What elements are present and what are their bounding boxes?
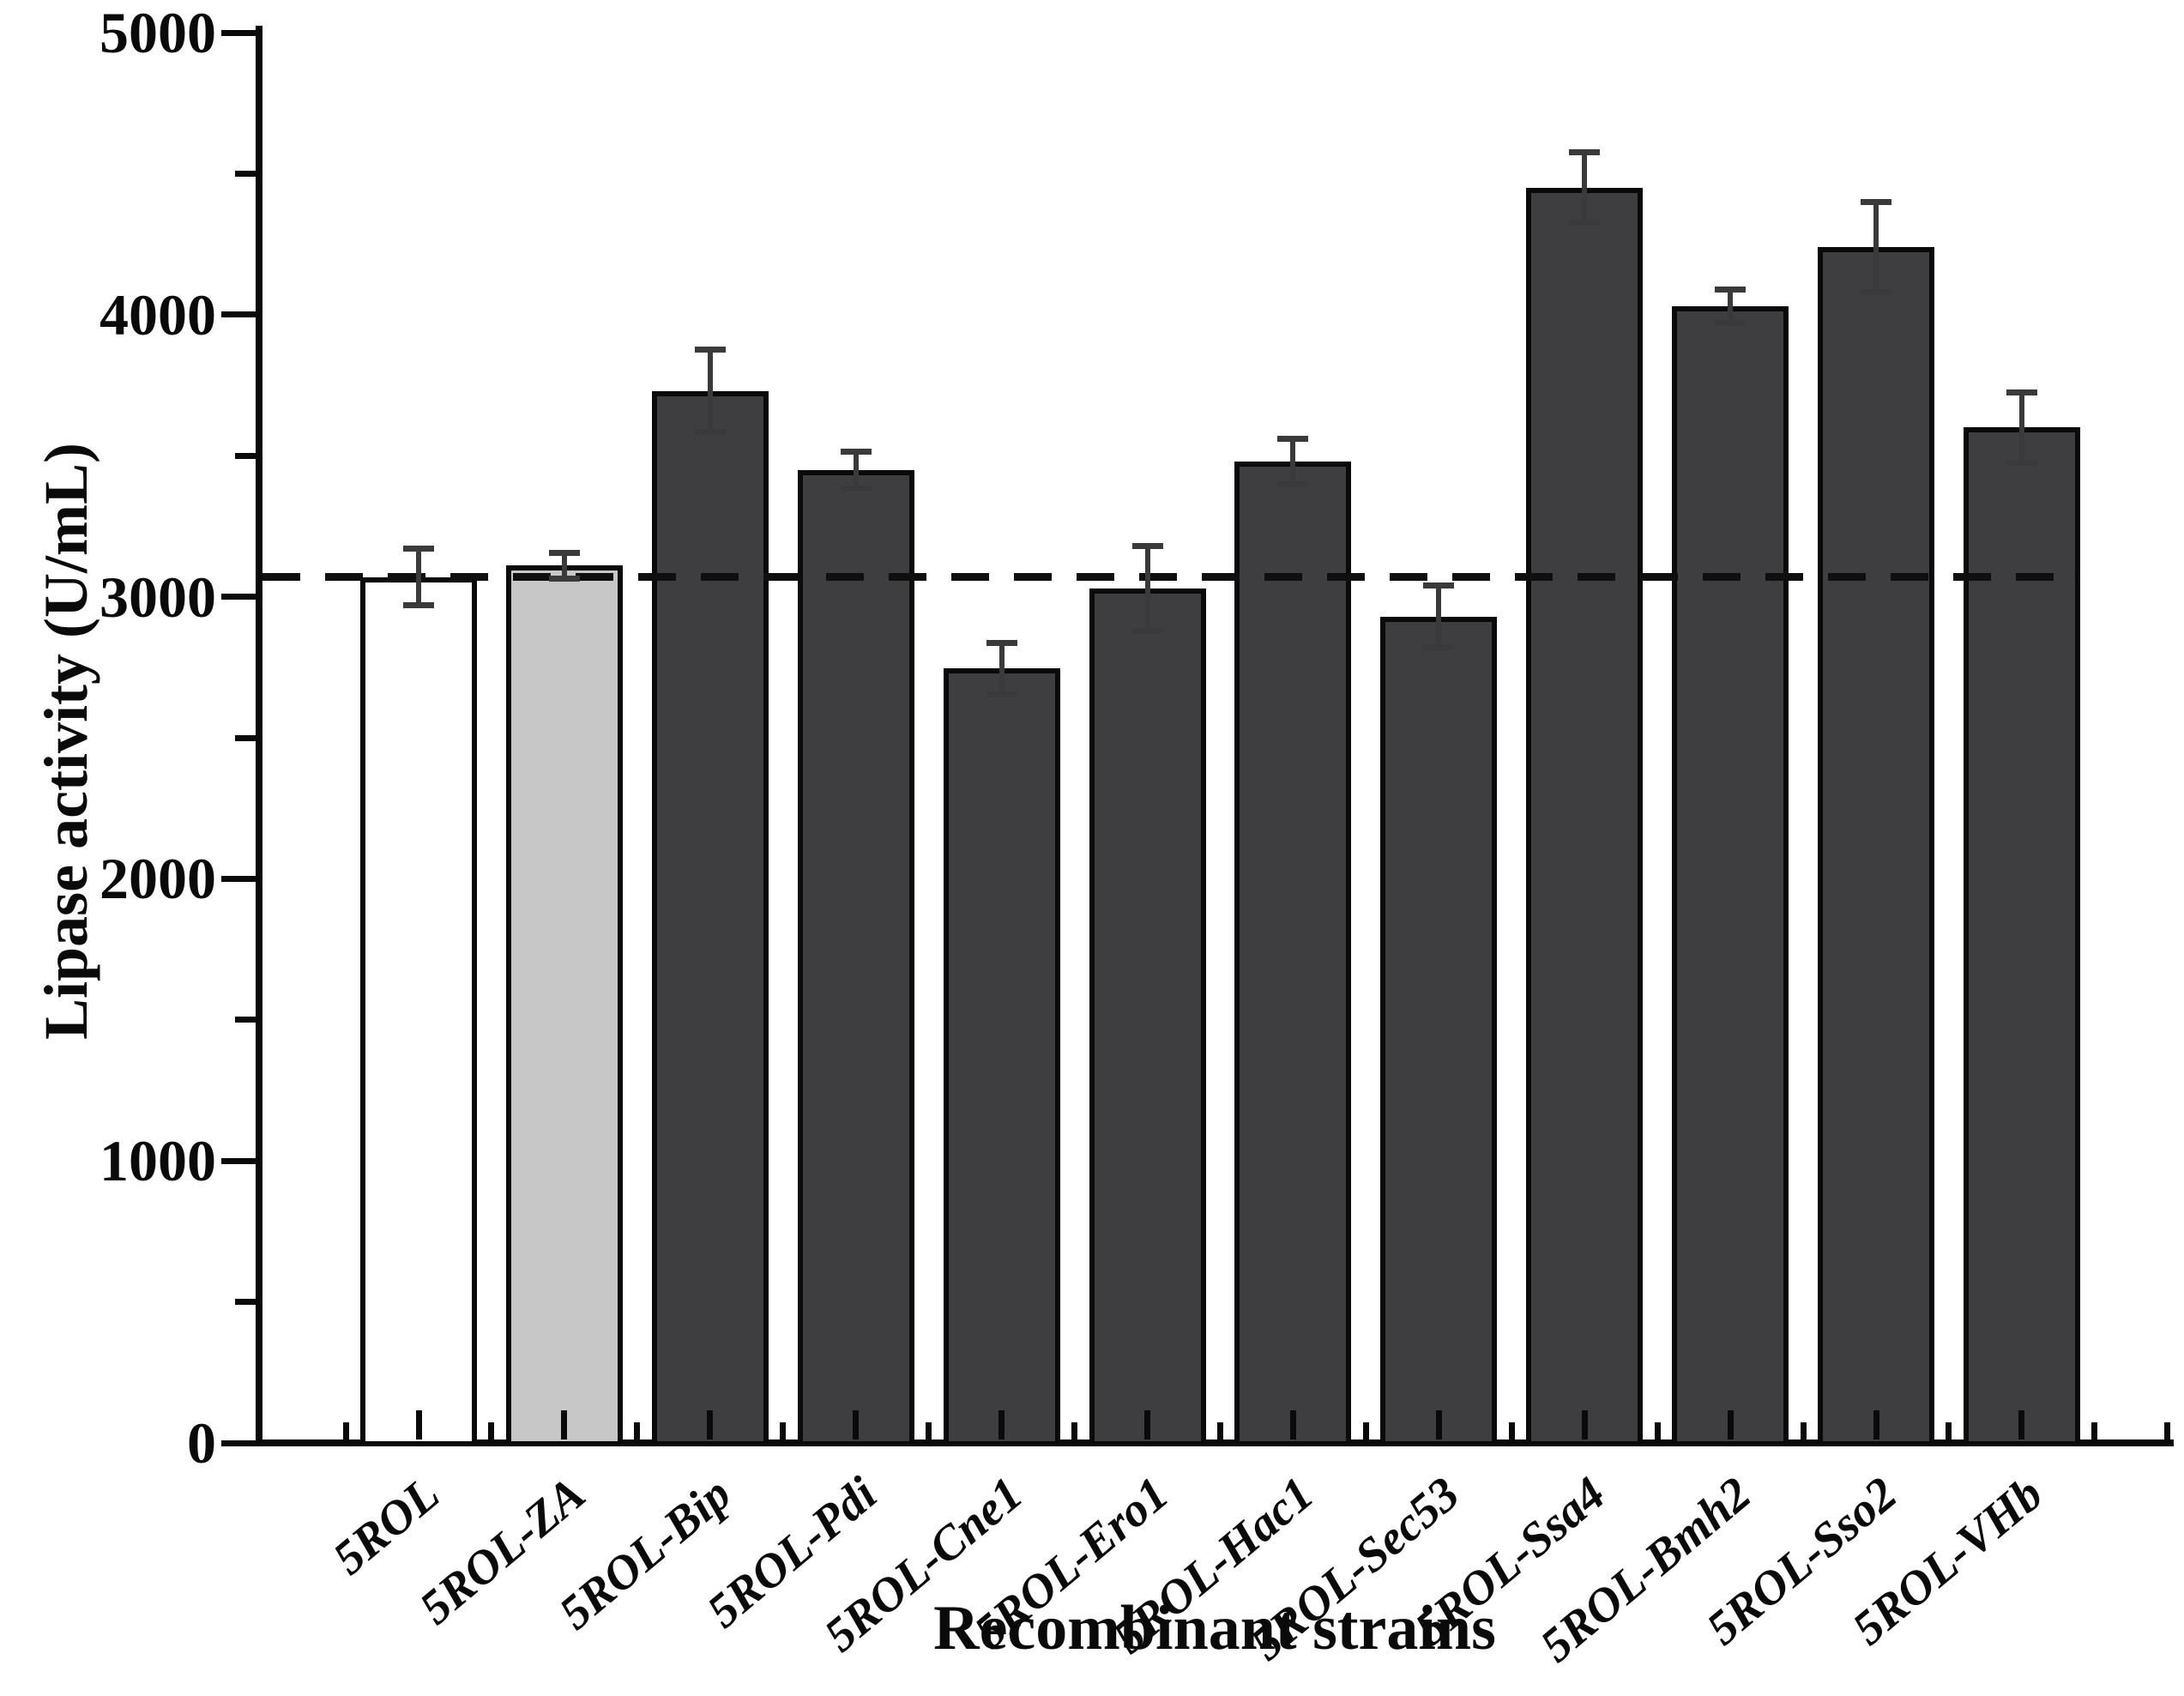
error-bar-cap (986, 691, 1017, 697)
y-axis-tick-label: 5000 (100, 0, 216, 65)
x-axis-major-tick (561, 1410, 568, 1439)
y-axis-major-tick (221, 875, 256, 882)
bar-5ROL-Ssa4 (1526, 187, 1644, 1446)
x-axis-minor-tick (634, 1422, 641, 1439)
bar-5ROL-Sec53 (1380, 616, 1498, 1446)
error-bar-cap (1569, 220, 1601, 226)
y-axis-major-tick (221, 29, 256, 36)
y-axis-minor-tick (235, 1299, 256, 1306)
bar-5ROL-Sso2 (1818, 246, 1934, 1446)
error-bar-cap (1277, 480, 1309, 487)
bar-5ROL (360, 576, 477, 1446)
y-axis-minor-tick (235, 452, 256, 459)
x-axis-minor-tick (1216, 1422, 1223, 1439)
bar-5ROL-ZA (505, 565, 623, 1446)
error-bar (1290, 438, 1296, 485)
y-axis-minor-tick (235, 170, 256, 177)
y-axis-tick-label: 4000 (100, 281, 216, 347)
x-axis-minor-tick (1362, 1422, 1369, 1439)
bar-5ROL-Cne1 (943, 668, 1060, 1446)
bar-5ROL-VHb (1963, 427, 2080, 1446)
x-axis-major-tick (1581, 1410, 1588, 1439)
error-bar-cap (840, 448, 872, 455)
error-bar (1728, 289, 1734, 323)
x-axis-major-tick (415, 1410, 422, 1439)
x-axis-minor-tick (2163, 1422, 2170, 1439)
x-axis-major-tick (1727, 1410, 1734, 1439)
error-bar-cap (403, 601, 434, 608)
x-axis-minor-tick (926, 1422, 932, 1439)
x-axis-line (256, 1439, 2174, 1446)
error-bar (707, 349, 713, 432)
y-axis-tick-label: 1000 (100, 1128, 216, 1194)
error-bar-cap (986, 640, 1017, 647)
x-axis-major-tick (1435, 1410, 1442, 1439)
x-axis-minor-tick (1071, 1422, 1078, 1439)
error-bar-cap (1423, 644, 1455, 651)
error-bar-cap (2006, 459, 2037, 466)
x-axis-minor-tick (488, 1422, 495, 1439)
error-bar-cap (1569, 149, 1601, 156)
error-bar-cap (1423, 582, 1455, 588)
error-bar (998, 643, 1005, 695)
error-bar (1873, 202, 1879, 293)
x-axis-minor-tick (1508, 1422, 1515, 1439)
error-bar-cap (1131, 542, 1163, 549)
y-axis-minor-tick (235, 734, 256, 741)
x-axis-major-tick (853, 1410, 860, 1439)
x-axis-major-tick (1289, 1410, 1296, 1439)
x-axis-major-tick (998, 1410, 1005, 1439)
error-bar-cap (1131, 627, 1163, 634)
y-axis-major-tick (221, 1439, 256, 1446)
error-bar-cap (1861, 198, 1891, 205)
x-axis-minor-tick (780, 1422, 787, 1439)
y-axis-tick-label: 2000 (100, 846, 216, 912)
reference-dashed-line (262, 573, 2080, 582)
error-bar (1144, 546, 1150, 631)
x-axis-title: Recombinant strains (933, 1593, 1496, 1663)
error-bar (1436, 585, 1442, 648)
x-axis-major-tick (1873, 1410, 1879, 1439)
error-bar (1582, 152, 1588, 223)
error-bar-cap (403, 546, 434, 552)
x-axis-major-tick (2018, 1410, 2025, 1439)
x-axis-major-tick (707, 1410, 714, 1439)
error-bar (2018, 392, 2024, 463)
x-axis-minor-tick (2091, 1422, 2098, 1439)
error-bar-cap (1715, 286, 1747, 293)
error-bar-cap (1715, 320, 1747, 327)
x-axis-minor-tick (1800, 1422, 1807, 1439)
bar-5ROL-Bip (651, 390, 769, 1446)
error-bar-cap (1277, 435, 1309, 442)
bar-5ROL-Pdi (797, 469, 914, 1446)
y-axis-title: Lipase activity (U/mL) (32, 443, 100, 1040)
x-axis-minor-tick (1946, 1422, 1952, 1439)
error-bar-cap (1861, 288, 1891, 295)
y-axis-major-tick (221, 311, 256, 318)
y-axis-minor-tick (235, 1017, 256, 1023)
error-bar (561, 552, 567, 579)
error-bar (853, 451, 859, 488)
error-bar-cap (548, 550, 580, 557)
bar-5ROL-Ero1 (1089, 588, 1206, 1446)
y-axis-tick-label: 3000 (100, 564, 216, 630)
error-bar-cap (694, 428, 726, 435)
x-axis-major-tick (1144, 1410, 1150, 1439)
y-axis-tick-label: 0 (187, 1410, 216, 1476)
x-axis-minor-tick (342, 1422, 349, 1439)
error-bar-cap (548, 575, 580, 582)
error-bar-cap (694, 347, 726, 353)
x-axis-minor-tick (1654, 1422, 1661, 1439)
bar-5ROL-Bmh2 (1672, 305, 1789, 1446)
y-axis-line (256, 26, 262, 1446)
error-bar (416, 548, 421, 606)
error-bar-cap (840, 485, 872, 492)
y-axis-major-tick (221, 1157, 256, 1164)
bar-5ROL-Hac1 (1234, 461, 1352, 1446)
y-axis-major-tick (221, 594, 256, 601)
error-bar-cap (2006, 389, 2037, 395)
